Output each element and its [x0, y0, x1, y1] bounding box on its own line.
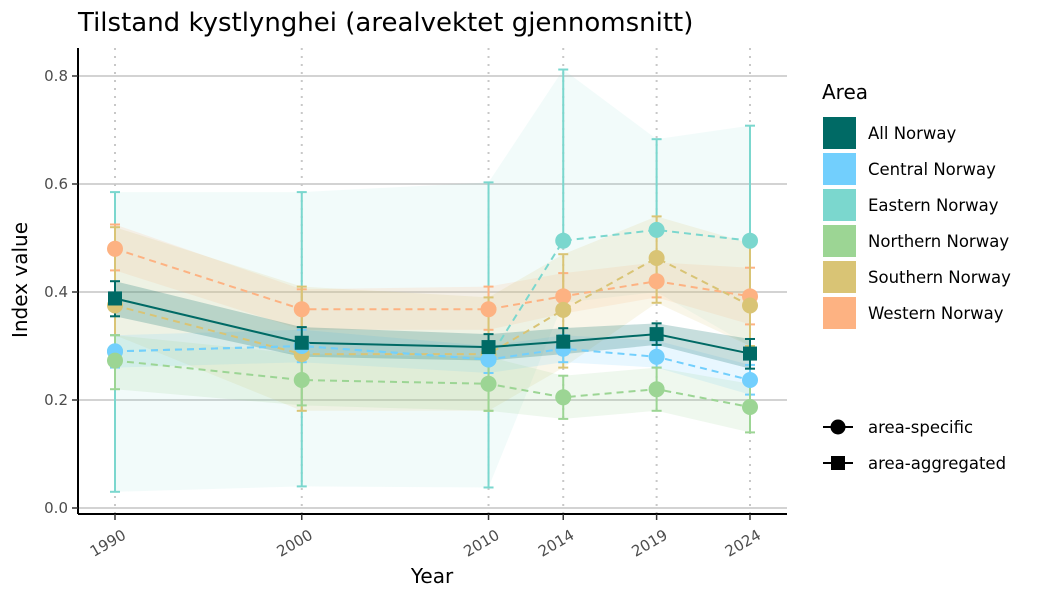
legend-label-eastern-norway: Eastern Norway — [868, 196, 999, 215]
point-eastern-norway — [648, 221, 665, 238]
point-all-norway — [108, 291, 122, 306]
legend-key-central-norway — [823, 153, 856, 185]
legend-title: Area — [822, 80, 868, 104]
point-all-norway — [294, 335, 309, 350]
point-northern-norway — [742, 399, 758, 416]
legend-key-all-norway — [823, 117, 856, 149]
legend-key-eastern-norway — [823, 189, 856, 221]
legend-key-western-norway — [823, 297, 856, 329]
point-eastern-norway — [742, 232, 758, 249]
point-western-norway — [555, 288, 572, 305]
legend-label-northern-norway: Northern Norway — [868, 232, 1009, 251]
point-western-norway — [648, 273, 665, 290]
point-northern-norway — [293, 372, 310, 389]
x-tick-label: 2010 — [460, 526, 502, 561]
point-all-norway — [649, 327, 664, 342]
y-tick-label: 0.6 — [44, 175, 68, 193]
point-southern-norway — [555, 301, 572, 318]
band-northern-norway — [115, 335, 750, 433]
point-western-norway — [480, 301, 497, 318]
y-axis-title: Index value — [8, 222, 32, 338]
legend-label-western-norway: Western Norway — [868, 304, 1004, 323]
legend-label-all-norway: All Norway — [868, 124, 957, 143]
point-all-norway — [481, 340, 496, 355]
line-all-norway — [114, 297, 751, 355]
line-western-norway — [114, 247, 751, 311]
x-tick-label: 2019 — [629, 526, 671, 561]
line-eastern-norway — [114, 228, 751, 361]
point-northern-norway — [555, 389, 572, 406]
point-all-norway — [556, 334, 571, 349]
point-southern-norway — [648, 249, 665, 266]
point-eastern-norway — [555, 232, 572, 249]
point-western-norway — [107, 240, 123, 257]
x-tick-label: 1990 — [87, 526, 129, 561]
y-tick-label: 0.4 — [44, 283, 68, 301]
legend-shape-label: area-aggregated — [868, 454, 1006, 473]
legend: Area All Norway Central Norway Eastern Nor… — [822, 80, 1011, 473]
x-tick-label: 2024 — [722, 526, 764, 561]
x-tick-label: 2000 — [274, 526, 316, 561]
y-tick-label: 0.0 — [44, 499, 68, 517]
point-central-norway — [742, 372, 758, 389]
data-points — [107, 221, 758, 416]
x-tick-label: 2014 — [535, 526, 577, 561]
legend-shape-label: area-specific — [868, 418, 973, 437]
line-central-norway — [114, 344, 751, 381]
band-eastern-norway — [115, 69, 750, 492]
point-western-norway — [293, 301, 310, 318]
point-northern-norway — [648, 381, 665, 398]
legend-label-southern-norway: Southern Norway — [868, 268, 1011, 287]
legend-label-central-norway: Central Norway — [868, 160, 996, 179]
point-northern-norway — [107, 352, 123, 369]
legend-key-southern-norway — [823, 261, 856, 293]
legend-key-northern-norway — [823, 225, 856, 257]
x-axis-title: Year — [410, 564, 454, 588]
point-southern-norway — [742, 297, 758, 314]
legend-circle-icon — [830, 419, 846, 435]
point-central-norway — [648, 348, 665, 365]
chart-title: Tilstand kystlynghei (arealvektet gjenno… — [77, 8, 693, 38]
point-central-norway — [480, 351, 497, 368]
point-northern-norway — [480, 375, 497, 392]
line-northern-norway — [114, 359, 751, 409]
line-southern-norway — [114, 256, 751, 356]
band-southern-norway — [115, 216, 750, 411]
series-lines — [114, 228, 751, 409]
legend-square-icon — [831, 456, 845, 470]
band-western-norway — [115, 224, 750, 330]
y-tick-label: 0.2 — [44, 391, 68, 409]
point-all-norway — [743, 346, 757, 361]
y-tick-label: 0.8 — [44, 67, 68, 85]
